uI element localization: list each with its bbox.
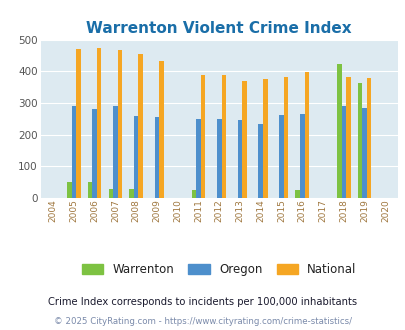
Bar bbox=[242, 82, 246, 198]
Bar bbox=[134, 115, 138, 198]
Bar bbox=[117, 50, 122, 198]
Bar bbox=[221, 75, 226, 198]
Bar bbox=[345, 77, 350, 198]
Bar bbox=[196, 119, 200, 198]
Bar bbox=[113, 106, 117, 198]
Bar bbox=[71, 106, 76, 198]
Bar bbox=[283, 77, 288, 198]
Bar bbox=[366, 78, 371, 198]
Bar bbox=[108, 189, 113, 198]
Bar bbox=[304, 72, 309, 198]
Bar bbox=[262, 79, 267, 198]
Bar bbox=[357, 83, 362, 198]
Bar bbox=[97, 48, 101, 198]
Bar bbox=[341, 107, 345, 198]
Bar bbox=[87, 182, 92, 198]
Legend: Warrenton, Oregon, National: Warrenton, Oregon, National bbox=[78, 259, 359, 280]
Bar bbox=[191, 190, 196, 198]
Title: Warrenton Violent Crime Index: Warrenton Violent Crime Index bbox=[86, 21, 351, 36]
Bar bbox=[279, 115, 283, 198]
Text: © 2025 CityRating.com - https://www.cityrating.com/crime-statistics/: © 2025 CityRating.com - https://www.city… bbox=[54, 317, 351, 326]
Bar bbox=[138, 54, 143, 198]
Bar bbox=[129, 189, 134, 198]
Bar bbox=[67, 182, 71, 198]
Bar bbox=[299, 115, 304, 198]
Text: Crime Index corresponds to incidents per 100,000 inhabitants: Crime Index corresponds to incidents per… bbox=[48, 297, 357, 307]
Bar bbox=[336, 64, 341, 198]
Bar bbox=[76, 50, 81, 198]
Bar bbox=[200, 75, 205, 198]
Bar bbox=[92, 109, 97, 198]
Bar bbox=[258, 124, 262, 198]
Bar bbox=[216, 119, 221, 198]
Bar bbox=[159, 61, 163, 198]
Bar bbox=[295, 190, 299, 198]
Bar bbox=[362, 108, 366, 198]
Bar bbox=[154, 116, 159, 198]
Bar bbox=[237, 120, 242, 198]
